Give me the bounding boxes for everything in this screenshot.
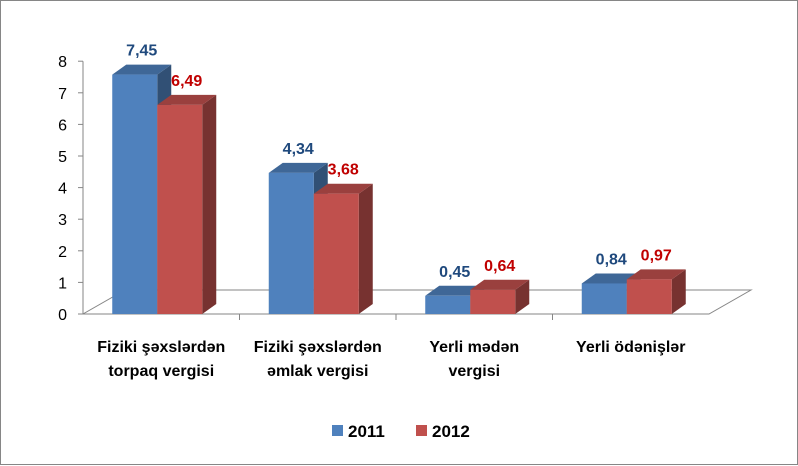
- legend-label: 2012: [432, 422, 470, 441]
- bar-side-face: [515, 279, 530, 314]
- y-tick-label: 7: [58, 86, 67, 103]
- bar: [626, 279, 672, 314]
- y-tick-label: 0: [58, 307, 67, 324]
- y-tick-label: 2: [58, 244, 67, 261]
- bar: [157, 104, 203, 314]
- category-label: Yerli ödənişlər: [576, 339, 685, 356]
- data-label: 0,64: [484, 258, 515, 275]
- category-label: Fiziki şəxslərdən: [97, 339, 225, 356]
- bar-side-face: [358, 183, 373, 314]
- bar-top-face: [157, 94, 217, 105]
- bar: [268, 172, 314, 314]
- data-label: 3,68: [328, 162, 359, 179]
- category-label: Yerli mədən: [429, 339, 519, 356]
- legend-swatch: [416, 425, 427, 436]
- category-label: Fiziki şəxslərdən: [254, 339, 382, 356]
- category-label: torpaq vergisi: [108, 363, 214, 380]
- data-label: 0,97: [641, 247, 672, 264]
- legend-label: 2011: [348, 422, 385, 441]
- bar: [581, 283, 627, 314]
- data-label: 7,45: [126, 43, 157, 60]
- category-label: vergisi: [448, 363, 500, 380]
- bar-top-face: [425, 285, 485, 296]
- bar: [470, 289, 516, 314]
- y-tick-label: 6: [58, 117, 67, 134]
- data-label: 0,45: [439, 264, 470, 281]
- bar-side-face: [202, 94, 217, 314]
- bar: [313, 193, 359, 314]
- bar-top-face: [470, 279, 530, 290]
- y-tick-label: 4: [58, 181, 67, 198]
- data-label: 4,34: [283, 141, 314, 158]
- data-label: 0,84: [596, 251, 627, 268]
- bar-top-face: [626, 269, 686, 280]
- bar-side-face: [671, 269, 686, 314]
- y-tick-label: 8: [58, 54, 67, 71]
- y-tick-label: 5: [58, 149, 67, 166]
- bar-top-face: [313, 183, 373, 194]
- bar: [425, 295, 471, 314]
- legend-swatch: [332, 425, 343, 436]
- y-tick-label: 3: [58, 212, 67, 229]
- data-label: 6,49: [171, 73, 202, 90]
- bar-top-face: [581, 273, 641, 284]
- category-label: əmlak vergisi: [267, 363, 368, 380]
- y-tick-label: 1: [58, 275, 67, 292]
- bar-top-face: [268, 162, 328, 173]
- bar: [112, 74, 158, 314]
- bar-top-face: [112, 64, 172, 75]
